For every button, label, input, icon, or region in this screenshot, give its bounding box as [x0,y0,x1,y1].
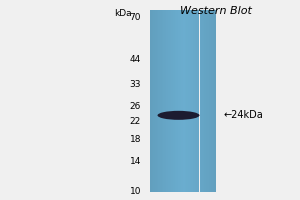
Bar [176,10,178,192]
Bar [184,10,186,192]
Bar [191,10,193,192]
Bar [165,10,166,192]
Bar [194,10,196,192]
Text: 26: 26 [130,102,141,111]
Ellipse shape [158,111,200,120]
Bar [186,10,188,192]
Bar [172,10,173,192]
Bar [168,10,170,192]
Text: 22: 22 [130,117,141,126]
Bar [150,10,152,192]
Bar [163,10,165,192]
Text: 33: 33 [130,80,141,89]
Bar [175,10,176,192]
Bar [208,10,209,192]
Bar [188,10,190,192]
Bar [178,10,180,192]
Text: 70: 70 [130,13,141,22]
Text: 14: 14 [130,157,141,166]
Bar [157,10,158,192]
Bar [152,10,153,192]
Bar [200,10,201,192]
Bar [170,10,171,192]
Bar [214,10,216,192]
Bar [180,10,181,192]
Bar [198,10,200,192]
Bar [190,10,191,192]
Text: kDa: kDa [114,9,132,19]
Bar [167,10,168,192]
Bar [205,10,206,192]
Bar [211,10,213,192]
Text: 18: 18 [130,135,141,144]
Bar [182,10,183,192]
Bar [203,10,204,192]
Bar [155,10,157,192]
Bar [160,10,161,192]
Text: 44: 44 [130,55,141,64]
Bar [183,10,184,192]
Bar [196,10,198,192]
Bar [206,10,208,192]
Text: ←24kDa: ←24kDa [224,110,263,120]
Bar [193,10,194,192]
Bar [153,10,155,192]
Bar [209,10,211,192]
Bar [213,10,214,192]
Bar [158,10,160,192]
Bar [173,10,175,192]
Bar [161,10,163,192]
Bar [201,10,203,192]
Text: Western Blot: Western Blot [180,6,252,16]
Text: 10: 10 [130,188,141,196]
